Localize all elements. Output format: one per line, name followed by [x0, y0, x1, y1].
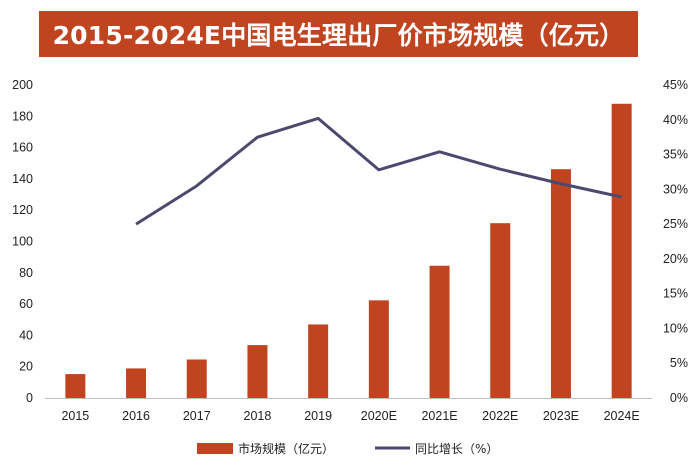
bar [490, 223, 511, 398]
bar [429, 265, 450, 398]
y-right-tick-label: 30% [663, 182, 688, 196]
x-tick-label: 2019 [304, 409, 332, 423]
y-left-tick-label: 160 [12, 141, 33, 155]
legend-bar-swatch [197, 443, 233, 454]
y-left-tick-label: 20 [19, 360, 33, 374]
y-right-tick-label: 0% [670, 391, 688, 405]
legend-bar-label: 市场规模（亿元） [238, 441, 334, 456]
x-tick-label: 2024E [604, 409, 640, 423]
x-tick-label: 2015 [61, 409, 89, 423]
bar [126, 368, 147, 398]
y-right-tick-label: 20% [663, 252, 688, 266]
y-left-tick-label: 0 [26, 391, 33, 405]
growth-line [135, 116, 622, 226]
chart-title: 2015-2024E中国电生理出厂价市场规模（亿元） [52, 21, 625, 50]
y-right-tick-label: 5% [670, 356, 688, 370]
x-tick-label: 2022E [482, 409, 518, 423]
y-left-tick-label: 180 [12, 109, 33, 123]
bar [368, 300, 389, 398]
y-right-tick-label: 25% [663, 217, 688, 231]
y-right-tick-label: 10% [663, 321, 688, 335]
line-group [135, 116, 622, 226]
ticks-group: 0 20 40 60 80 100 120 140 160 180 200 0% 5% 10% 15% 20%… [12, 78, 688, 423]
bar [186, 359, 207, 398]
bar [65, 374, 86, 398]
y-right-tick-label: 35% [663, 148, 688, 162]
x-tick-label: 2018 [244, 409, 272, 423]
y-right-tick-label: 15% [663, 287, 688, 301]
y-right-tick-label: 40% [663, 113, 688, 127]
y-left-tick-label: 100 [12, 235, 33, 249]
bar [247, 345, 268, 398]
bar [611, 103, 632, 398]
legend: 市场规模（亿元） 同比增长（%） [197, 441, 498, 456]
y-left-tick-label: 120 [12, 203, 33, 217]
chart-title-bar: 2015-2024E中国电生理出厂价市场规模（亿元） [39, 11, 638, 57]
x-tick-label: 2021E [421, 409, 457, 423]
bars-group [65, 103, 632, 398]
y-left-tick-label: 200 [12, 78, 33, 92]
bar [308, 324, 329, 398]
y-left-tick-label: 60 [19, 297, 33, 311]
x-tick-label: 2020E [361, 409, 397, 423]
y-right-tick-label: 45% [663, 78, 688, 92]
x-tick-label: 2017 [183, 409, 211, 423]
x-tick-label: 2016 [122, 409, 150, 423]
y-left-tick-label: 40 [19, 328, 33, 342]
y-left-tick-label: 80 [19, 266, 33, 280]
y-left-tick-label: 140 [12, 172, 33, 186]
bar [550, 169, 571, 398]
legend-line-label: 同比增长（%） [415, 442, 498, 456]
x-tick-label: 2023E [543, 409, 579, 423]
